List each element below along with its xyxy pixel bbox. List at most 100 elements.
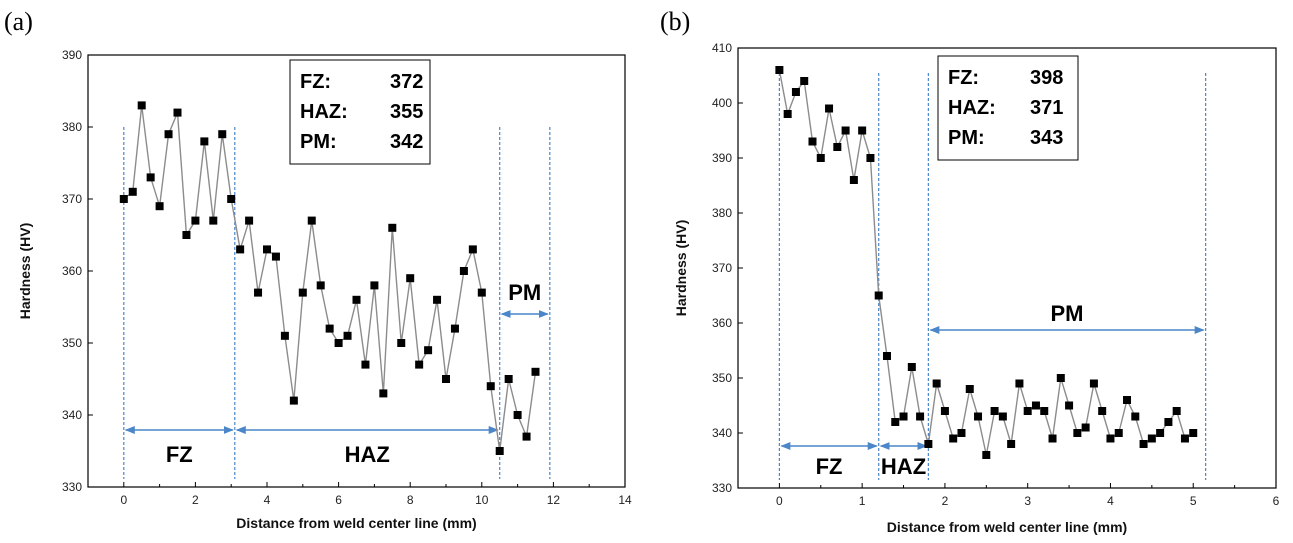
x-tick-label: 5 xyxy=(1190,494,1197,508)
data-point xyxy=(1164,418,1173,426)
data-point xyxy=(816,154,825,162)
data-point xyxy=(146,173,155,182)
data-point xyxy=(263,245,271,254)
region-label: FZ xyxy=(166,442,193,467)
x-tick-label: 10 xyxy=(475,493,489,507)
data-point xyxy=(370,281,379,290)
data-point xyxy=(1098,407,1107,415)
data-point xyxy=(1131,412,1140,421)
stats-box xyxy=(289,59,431,165)
chart-a-svg: (a) 0 2 4 6 8 10 12 14 330 340 350 360 370 380 390 FZ H… xyxy=(4,7,632,531)
stats-label: PM: xyxy=(300,131,337,153)
data-point xyxy=(468,245,477,254)
data-point xyxy=(932,379,941,388)
data-point xyxy=(182,231,191,239)
x-tick-label: 4 xyxy=(1107,494,1114,508)
stats-value: 355 xyxy=(390,101,423,123)
region-label: HAZ xyxy=(345,442,390,467)
x-tick-label: 2 xyxy=(192,493,199,507)
data-point xyxy=(209,216,218,225)
y-tick-label: 380 xyxy=(712,206,732,220)
data-point xyxy=(433,295,442,304)
chart-panel-b: (b) 0 1 2 3 4 5 6 330 340 350 360 370 380 390 400 410 F… xyxy=(646,0,1293,543)
data-point xyxy=(1156,429,1165,437)
data-point xyxy=(352,295,361,304)
stats-label: FZ: xyxy=(300,71,331,93)
data-point xyxy=(218,130,227,139)
data-point xyxy=(1065,401,1074,410)
y-tick-label: 370 xyxy=(62,192,82,206)
data-point xyxy=(1180,434,1189,443)
data-point xyxy=(119,195,128,203)
stats-label: HAZ: xyxy=(300,101,348,123)
data-point xyxy=(289,396,298,405)
data-point xyxy=(965,385,974,393)
data-point xyxy=(442,375,450,383)
region-label: HAZ xyxy=(881,454,926,479)
data-point xyxy=(173,108,182,117)
y-tick-label: 390 xyxy=(62,48,82,62)
data-point xyxy=(128,187,137,196)
data-point xyxy=(808,137,817,146)
y-tick-label: 400 xyxy=(712,96,732,110)
data-point xyxy=(191,216,200,225)
data-point xyxy=(415,360,424,369)
stats-label: HAZ: xyxy=(948,97,996,119)
y-tick-label: 330 xyxy=(712,481,732,495)
data-point xyxy=(137,101,146,110)
data-point xyxy=(783,110,792,118)
data-point xyxy=(227,195,236,203)
data-point xyxy=(450,324,459,333)
y-tick-label: 370 xyxy=(712,261,732,275)
y-tick-label: 340 xyxy=(62,408,82,422)
data-point xyxy=(406,274,415,283)
x-tick-label: 2 xyxy=(942,494,949,508)
data-point xyxy=(940,407,949,415)
y-tick-label: 360 xyxy=(712,316,732,330)
x-tick-label: 14 xyxy=(618,493,632,507)
data-point xyxy=(899,412,908,421)
x-tick-label: 1 xyxy=(859,494,866,508)
data-point xyxy=(1048,434,1057,443)
data-point xyxy=(1123,396,1132,404)
x-axis-label-b: Distance from weld center line (mm) xyxy=(887,519,1127,535)
data-point xyxy=(825,104,834,113)
stats-label: FZ: xyxy=(948,67,979,89)
stats-value: 343 xyxy=(1030,127,1063,149)
data-point xyxy=(459,267,468,275)
stats-label: PM: xyxy=(948,127,985,149)
x-tick-label: 6 xyxy=(1273,494,1280,508)
stats-value: 342 xyxy=(390,131,423,153)
chart-panel-a: (a) 0 2 4 6 8 10 12 14 330 340 350 360 370 380 390 FZ H… xyxy=(0,0,646,543)
data-point xyxy=(1114,429,1123,437)
data-point xyxy=(424,346,433,355)
data-point xyxy=(791,88,800,96)
data-point xyxy=(379,389,388,398)
stats-value: 398 xyxy=(1030,67,1063,89)
data-point xyxy=(916,412,925,421)
x-tick-label: 0 xyxy=(120,493,127,507)
data-point xyxy=(775,66,784,74)
region-label: PM xyxy=(508,280,541,305)
data-point xyxy=(236,245,245,254)
y-tick-label: 350 xyxy=(712,371,732,385)
data-point xyxy=(849,176,858,184)
data-point xyxy=(513,411,522,419)
data-point xyxy=(495,447,504,455)
data-point xyxy=(325,324,334,333)
data-point xyxy=(1089,379,1098,388)
data-point xyxy=(957,429,966,437)
x-axis-label-a: Distance from weld center line (mm) xyxy=(236,515,476,531)
y-tick-label: 410 xyxy=(712,41,732,55)
data-point xyxy=(1040,407,1049,415)
data-point xyxy=(1147,434,1156,443)
data-point xyxy=(891,418,900,426)
data-point xyxy=(1015,379,1024,388)
y-tick-label: 350 xyxy=(62,336,82,350)
data-point xyxy=(245,216,254,225)
panel-label-a: (a) xyxy=(4,7,33,36)
stats-box xyxy=(937,55,1079,161)
region-label: PM xyxy=(1051,301,1084,326)
data-point xyxy=(361,360,370,369)
y-tick-label: 360 xyxy=(62,264,82,278)
